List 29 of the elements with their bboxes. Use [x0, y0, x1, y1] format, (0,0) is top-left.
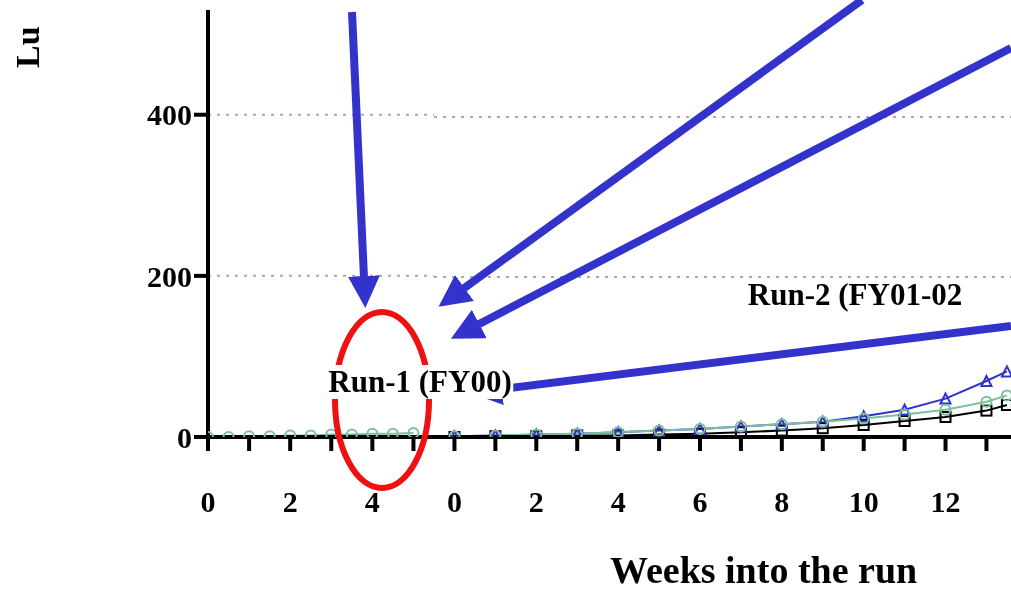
point — [939, 411, 952, 423]
point — [1000, 399, 1011, 411]
point — [857, 419, 870, 431]
point — [898, 403, 911, 416]
y-tick-label: 200 — [147, 259, 192, 293]
y-axis-title: Lu — [8, 26, 47, 68]
point — [939, 403, 952, 416]
point — [939, 392, 952, 405]
point — [980, 395, 993, 408]
x-tick-label: 4 — [610, 485, 626, 519]
annotation: Run-1 (FY00) — [326, 364, 514, 399]
y-tick-label: 0 — [177, 420, 192, 454]
x-tick-label: 2 — [282, 485, 298, 519]
x-tick-label: 6 — [692, 485, 708, 519]
x-tick-label: 12 — [930, 485, 961, 519]
point — [1000, 389, 1011, 402]
y-tick-label: 400 — [147, 98, 192, 132]
x-tick-label: 4 — [364, 485, 380, 519]
point — [898, 408, 911, 421]
point — [980, 404, 993, 417]
x-axis-title: Weeks into the run — [610, 548, 918, 592]
x-tick-label: 2 — [528, 485, 544, 519]
point — [1000, 365, 1011, 378]
x-tick-label: 10 — [848, 485, 879, 519]
x-tick-label: 8 — [774, 485, 790, 519]
annotation: Run-2 (FY01-02 — [745, 277, 965, 312]
x-tick-label: 0 — [446, 485, 462, 519]
x-tick-label: 0 — [200, 485, 216, 519]
point — [898, 415, 911, 427]
